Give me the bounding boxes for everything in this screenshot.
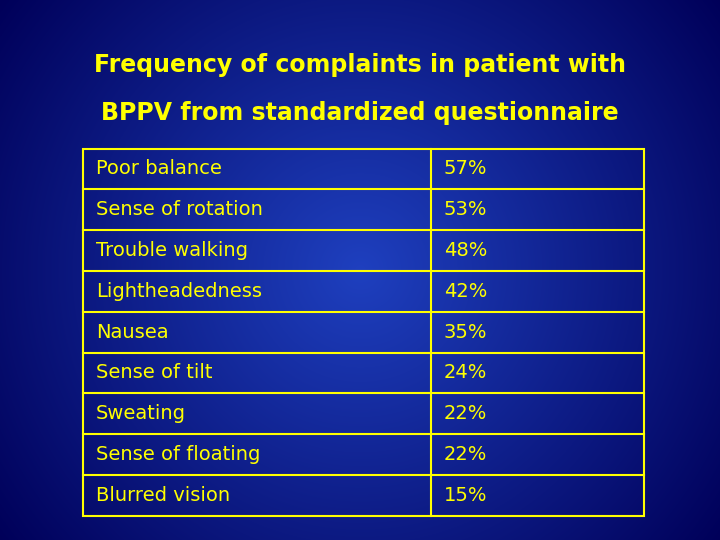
- Text: 35%: 35%: [444, 322, 487, 342]
- Text: Poor balance: Poor balance: [96, 159, 222, 178]
- Text: BPPV from standardized questionnaire: BPPV from standardized questionnaire: [102, 102, 618, 125]
- Text: Lightheadedness: Lightheadedness: [96, 282, 262, 301]
- Bar: [83, 148, 644, 516]
- Text: Sense of tilt: Sense of tilt: [96, 363, 212, 382]
- Text: Sweating: Sweating: [96, 404, 186, 423]
- Text: 24%: 24%: [444, 363, 487, 382]
- Text: Sense of floating: Sense of floating: [96, 445, 260, 464]
- Text: 48%: 48%: [444, 241, 487, 260]
- Text: 42%: 42%: [444, 282, 487, 301]
- Text: 22%: 22%: [444, 404, 487, 423]
- Text: Frequency of complaints in patient with: Frequency of complaints in patient with: [94, 53, 626, 77]
- Text: 57%: 57%: [444, 159, 487, 178]
- Text: Trouble walking: Trouble walking: [96, 241, 248, 260]
- Text: Nausea: Nausea: [96, 322, 168, 342]
- Text: 15%: 15%: [444, 486, 487, 505]
- Text: Blurred vision: Blurred vision: [96, 486, 230, 505]
- Text: 53%: 53%: [444, 200, 487, 219]
- Text: 22%: 22%: [444, 445, 487, 464]
- Text: Sense of rotation: Sense of rotation: [96, 200, 263, 219]
